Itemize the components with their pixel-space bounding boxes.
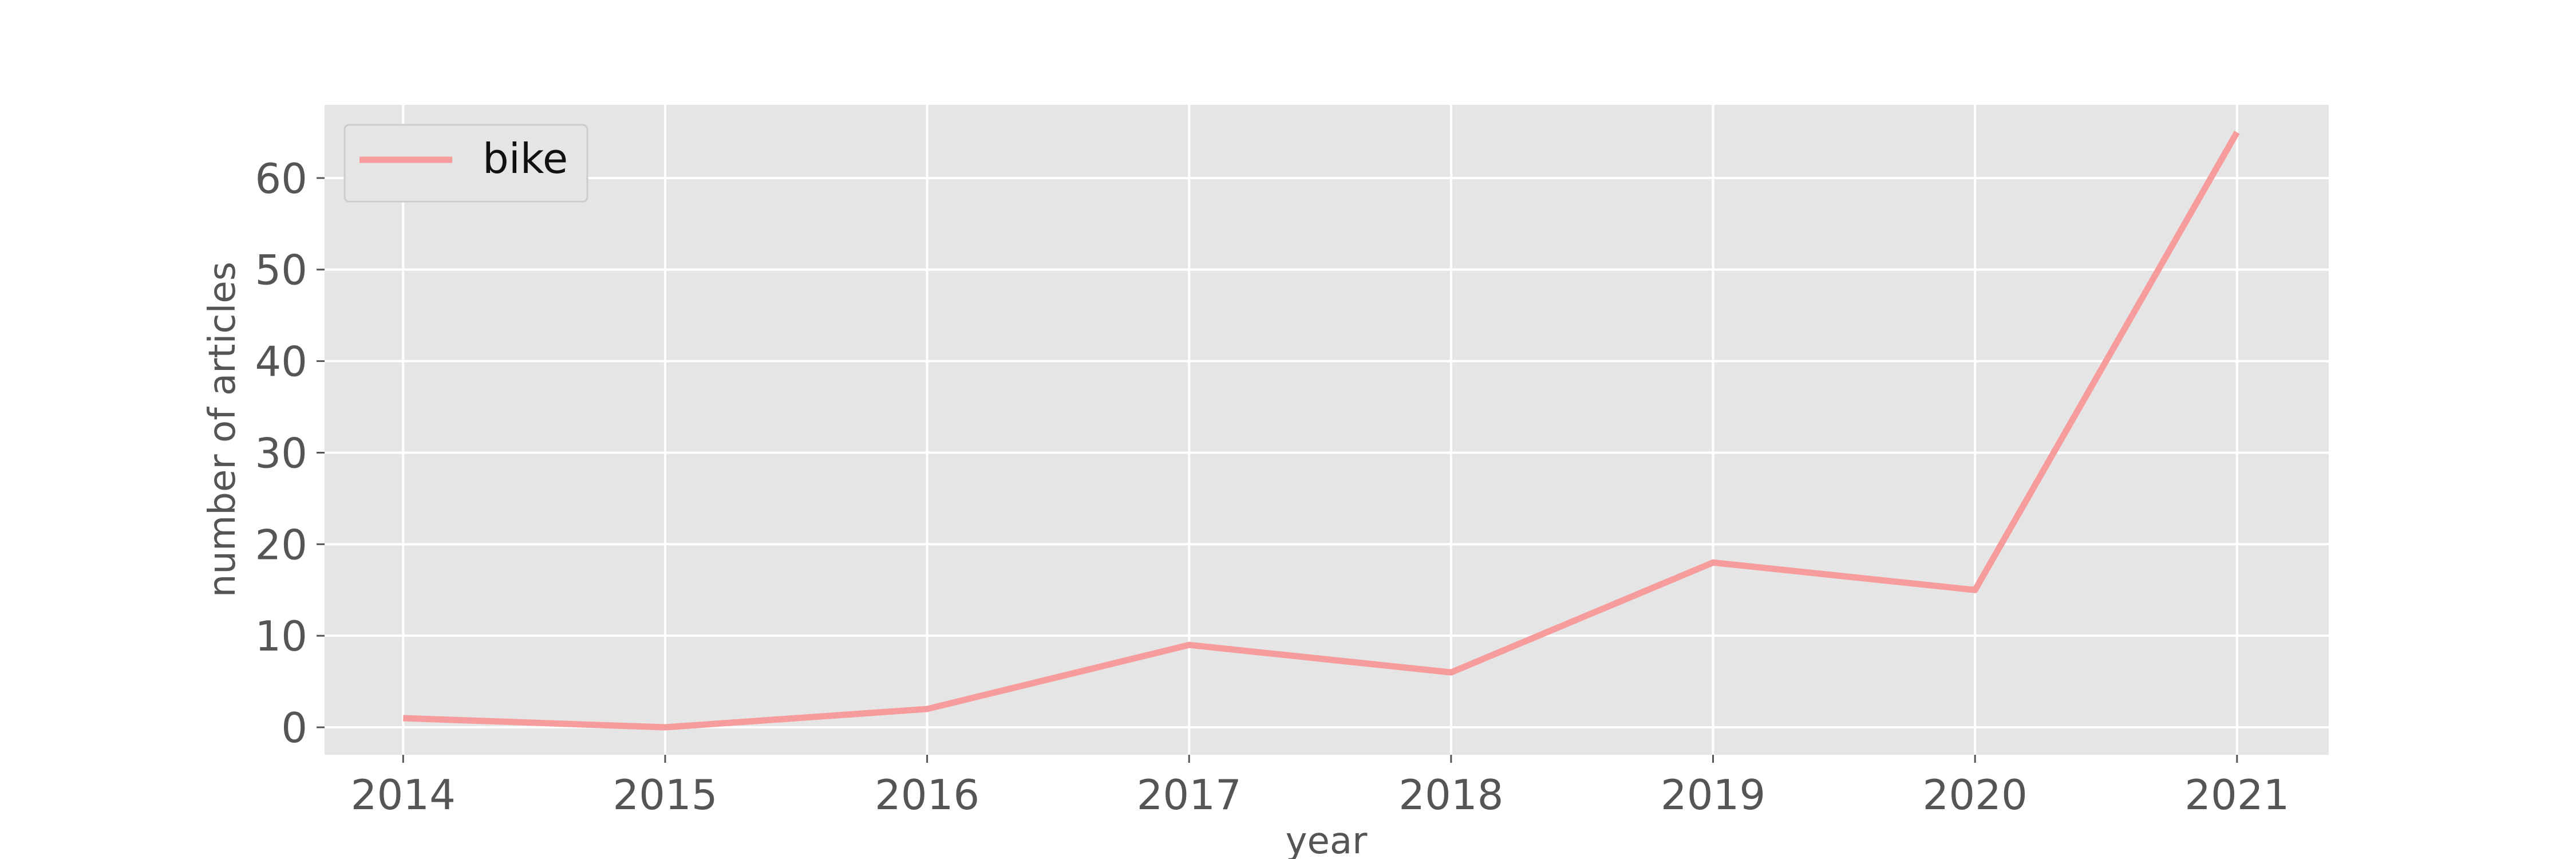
y-tick-label: 0 — [281, 704, 307, 752]
x-tick-label: 2017 — [1137, 771, 1242, 819]
x-tick-label: 2020 — [1923, 771, 2028, 819]
x-tick-label: 2019 — [1661, 771, 1765, 819]
y-tick-label: 10 — [255, 612, 307, 660]
legend: bike — [343, 124, 588, 203]
axis-ticks: 2014 2015 2016 2017 2018 2019 2020 2021 0 10 20 30 4… — [255, 155, 2289, 819]
series-line-bike — [403, 131, 2240, 731]
y-tick-label: 30 — [255, 429, 307, 477]
x-tick-label: 2018 — [1398, 771, 1503, 819]
y-tick-label: 20 — [255, 521, 307, 569]
x-axis-label: year — [1286, 820, 1368, 859]
legend-box — [343, 124, 588, 203]
y-axis-label: number of articles — [202, 262, 244, 597]
legend-label-bike: bike — [483, 135, 568, 183]
y-tick-label: 60 — [255, 155, 307, 203]
y-tick-label: 50 — [255, 246, 307, 294]
x-tick-label: 2016 — [875, 771, 979, 819]
plot-area — [325, 105, 2329, 755]
y-tick-label: 40 — [255, 338, 307, 386]
x-tick-label: 2015 — [613, 771, 717, 819]
series-lines — [403, 131, 2240, 731]
x-tick-label: 2014 — [351, 771, 456, 819]
x-tick-label: 2021 — [2184, 771, 2289, 819]
